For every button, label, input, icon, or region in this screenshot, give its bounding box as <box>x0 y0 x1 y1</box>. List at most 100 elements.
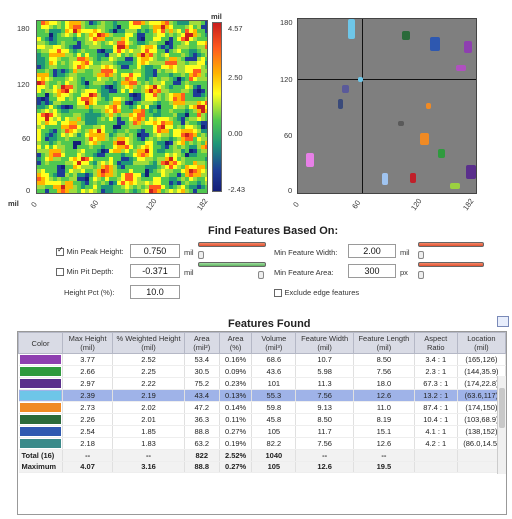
table-row[interactable]: 2.18 1.83 63.2 0.19% 82.2 7.56 12.6 4.2 : 1 (86.… <box>18 437 506 450</box>
summary-cell: -- <box>295 449 355 462</box>
column-header[interactable]: Feature Width (mil) <box>295 332 355 354</box>
colorbar <box>212 22 222 192</box>
summary-cell: 12.6 <box>295 460 355 473</box>
feature-blob[interactable] <box>348 19 355 39</box>
table-cell: 68.6 <box>251 353 297 366</box>
feature-blob[interactable] <box>338 99 343 109</box>
column-header[interactable]: Location (mil) <box>456 332 506 354</box>
export-icon[interactable] <box>497 316 509 327</box>
exclude-edge-checkbox[interactable] <box>274 288 282 297</box>
feature-blob[interactable] <box>398 121 404 126</box>
feature-blob[interactable] <box>410 173 416 183</box>
crosshair-horizontal[interactable] <box>298 79 476 80</box>
table-cell: 0.16% <box>219 353 253 366</box>
min-peak-input[interactable]: 0.750 <box>130 244 180 258</box>
feature-map-y-tick: 0 <box>288 186 293 195</box>
min-area-slider-thumb[interactable] <box>418 271 424 279</box>
table-cell: 43.4 <box>184 389 220 402</box>
column-header[interactable]: Area (mil²) <box>183 332 220 354</box>
color-swatch-cell <box>18 413 63 426</box>
exclude-edge-row: Exclude edge features <box>274 287 359 297</box>
min-area-input[interactable]: 300 <box>348 264 396 278</box>
table-cell: 0.11% <box>219 413 253 426</box>
table-cell: 2.66 <box>62 365 114 378</box>
colorbar-tick: -2.43 <box>228 185 246 194</box>
table-row[interactable]: 2.73 2.02 47.2 0.14% 59.8 9.13 11.0 87.4 : 1 (17… <box>18 401 506 414</box>
column-header[interactable]: Max Height (mil) <box>61 332 114 354</box>
min-area-slider-track[interactable] <box>418 262 484 267</box>
exclude-edge-label: Exclude edge features <box>284 288 360 297</box>
color-swatch-cell <box>18 437 63 450</box>
summary-row: Maximum 4.07 3.16 88.8 0.27% 105 12.6 19.5 <box>18 460 506 473</box>
table-cell: 2.02 <box>112 401 185 414</box>
feature-map[interactable] <box>297 18 477 194</box>
min-pit-checkbox[interactable] <box>56 267 64 276</box>
table-cell: 0.13% <box>219 389 253 402</box>
min-pit-slider-thumb[interactable] <box>258 271 264 279</box>
min-peak-checkbox[interactable] <box>56 245 64 256</box>
height-pct-input[interactable]: 10.0 <box>130 285 180 299</box>
feature-blob[interactable] <box>450 183 460 189</box>
feature-blob[interactable] <box>464 41 472 53</box>
colorbar-tick: 2.50 <box>228 73 243 82</box>
table-cell: 2.19 <box>112 389 185 402</box>
table-row[interactable]: 3.77 2.52 53.4 0.16% 68.6 10.7 8.50 3.4 : 1 (165… <box>18 353 506 366</box>
feature-blob[interactable] <box>466 165 476 179</box>
feature-blob[interactable] <box>306 153 314 167</box>
table-cell: 7.56 <box>353 365 415 378</box>
column-header[interactable]: Volume (mil³) <box>251 332 297 354</box>
min-peak-slider-thumb[interactable] <box>198 251 204 259</box>
summary-cell: 19.5 <box>353 460 415 473</box>
min-width-slider-thumb[interactable] <box>418 251 424 259</box>
table-row[interactable]: 2.26 2.01 36.3 0.11% 45.8 8.50 8.19 10.4 : 1 (10… <box>18 413 506 426</box>
color-swatch <box>19 427 61 436</box>
table-row[interactable]: 2.54 1.85 88.8 0.27% 105 11.7 15.1 4.1 : 1 (138,… <box>18 425 506 438</box>
summary-cell: 105 <box>251 460 297 473</box>
min-width-input[interactable]: 2.00 <box>348 244 396 258</box>
heatmap-axis-unit: mil <box>8 199 19 208</box>
feature-blob[interactable] <box>420 133 429 145</box>
table-cell: 2.22 <box>112 377 185 390</box>
table-cell: 0.09% <box>219 365 253 378</box>
feature-blob[interactable] <box>438 149 445 158</box>
feature-blob[interactable] <box>358 77 363 82</box>
heatmap-x-tick: 182 <box>194 196 210 213</box>
min-pit-input[interactable]: -0.371 <box>130 264 180 278</box>
table-row[interactable]: 2.97 2.22 75.2 0.23% 101 11.3 18.0 67.3 : 1 (174… <box>18 377 506 390</box>
table-row[interactable]: 2.66 2.25 30.5 0.09% 43.6 5.98 7.56 2.3 : 1 (144… <box>18 365 506 378</box>
feature-blob[interactable] <box>456 65 466 71</box>
feature-blob[interactable] <box>426 103 431 109</box>
summary-label: Maximum <box>18 460 63 473</box>
table-cell: 0.14% <box>219 401 253 414</box>
feature-map-y-tick: 60 <box>284 131 293 140</box>
feature-blob[interactable] <box>430 37 440 51</box>
column-header[interactable]: Area (%) <box>218 332 253 354</box>
table-cell: 10.7 <box>295 353 355 366</box>
table-cell: 1.83 <box>112 437 185 450</box>
table-cell: 5.98 <box>295 365 355 378</box>
column-header[interactable]: Color <box>18 332 63 354</box>
feature-blob[interactable] <box>402 31 410 40</box>
table-scrollbar[interactable] <box>497 376 506 474</box>
color-swatch <box>19 415 61 424</box>
column-header[interactable]: % Weighted Height (mil) <box>112 332 185 354</box>
table-scrollbar-thumb[interactable] <box>499 388 505 428</box>
min-peak-slider-track[interactable] <box>198 242 266 247</box>
height-map[interactable] <box>36 20 208 194</box>
table-cell: 36.3 <box>184 413 220 426</box>
column-header[interactable]: Aspect Ratio <box>413 332 458 354</box>
table-cell: 3.4 : 1 <box>414 353 458 366</box>
column-header[interactable]: Feature Length (mil) <box>353 332 415 354</box>
feature-blob[interactable] <box>382 173 388 185</box>
features-found-title: Features Found <box>228 318 311 330</box>
table-row[interactable]: 2.39 2.19 43.4 0.13% 55.3 7.56 12.6 13.2 : 1 (63… <box>18 389 506 402</box>
table-cell: 8.50 <box>353 353 415 366</box>
min-pit-slider-track[interactable] <box>198 262 266 267</box>
table-cell: 2.26 <box>62 413 114 426</box>
heatmap-x-tick: 60 <box>88 198 101 211</box>
feature-blob[interactable] <box>342 85 349 93</box>
table-cell: 2.39 <box>62 389 114 402</box>
crosshair-vertical[interactable] <box>362 19 363 193</box>
min-width-slider-track[interactable] <box>418 242 484 247</box>
min-peak-row: Min Peak Height: <box>56 245 124 256</box>
